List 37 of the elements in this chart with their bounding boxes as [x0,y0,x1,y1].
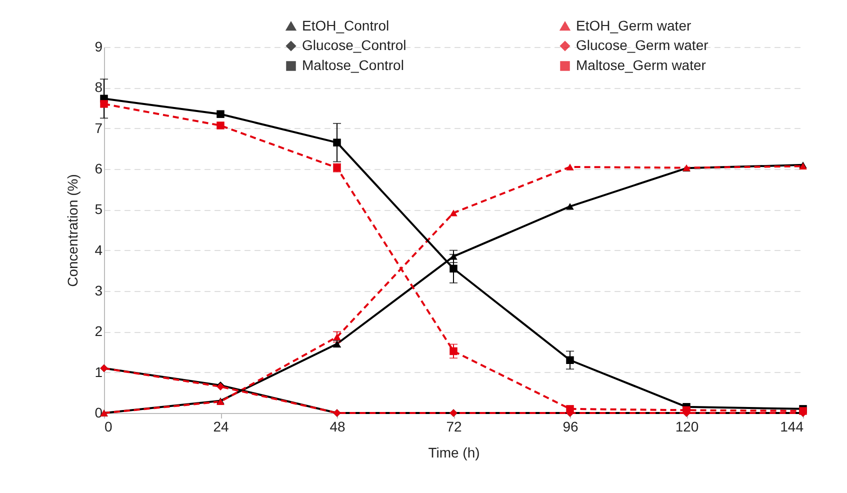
point [100,100,108,108]
legend-label: EtOH_Control [302,17,390,34]
y-tick-label: 8 [94,79,103,96]
x-tick-label: 48 [330,418,346,434]
point [333,334,341,340]
y-tick-label: 1 [94,364,103,380]
y-tick-label: 2 [94,323,103,340]
y-tick-label: 4 [94,242,103,258]
point [450,253,458,260]
point [566,203,574,210]
point [566,356,574,364]
y-tick-label: 5 [94,201,103,218]
y-tick-label: 6 [94,160,103,176]
x-tick-label: 72 [446,418,462,434]
point [333,138,341,146]
legend-label: Glucose_Germ water [576,37,709,53]
x-tick-label: 144 [780,418,804,434]
y-tick-label: 9 [94,38,103,54]
point [216,110,224,118]
point [216,122,224,130]
point [682,406,690,414]
legend-label: Maltose_Germ water [576,57,706,73]
point [566,405,574,413]
legend-label: Glucose_Control [302,37,406,53]
x-tick-label: 120 [675,418,699,434]
y-tick-label: 7 [94,120,103,136]
x-tick-label: 96 [562,418,578,434]
x-axis-title: Time (h) [428,444,480,460]
legend-label: Maltose_Control [302,57,404,73]
y-tick-label: 3 [94,282,103,298]
legend-label: EtOH_Germ water [576,17,692,34]
y-axis-title: Concentration (%) [64,174,81,287]
point [450,264,458,273]
x-tick-label: 24 [213,418,229,434]
point [566,164,574,170]
point [450,347,458,356]
point [450,210,458,216]
